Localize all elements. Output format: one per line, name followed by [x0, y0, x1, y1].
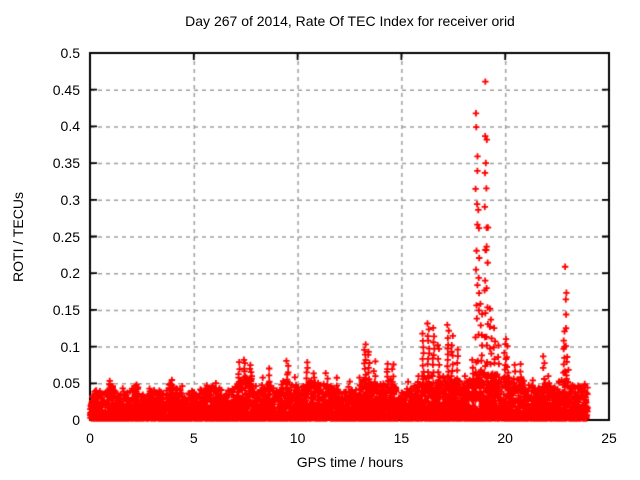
- x-tick-label: 5: [189, 430, 198, 446]
- y-tick-label: 0.35: [52, 155, 80, 172]
- x-tick-label: 15: [393, 430, 410, 446]
- y-tick-label: 0.15: [52, 301, 80, 318]
- y-tick-label: 0.05: [52, 375, 80, 392]
- y-tick-label: 0.4: [60, 118, 80, 135]
- y-tick-label: 0.25: [52, 228, 80, 245]
- y-tick-label: 0.3: [60, 191, 80, 208]
- x-tick-label: 20: [497, 430, 513, 446]
- y-tick-label: 0.5: [60, 45, 80, 61]
- y-tick-label: 0.45: [52, 81, 80, 98]
- y-tick-label: 0.2: [60, 265, 80, 282]
- x-axis-label: GPS time / hours: [296, 454, 404, 470]
- y-tick-label: 0.1: [60, 338, 80, 355]
- x-tick-label: 10: [289, 430, 306, 446]
- chart-title: Day 267 of 2014, Rate Of TEC Index for r…: [185, 13, 515, 29]
- y-tick-label: 0: [72, 412, 80, 428]
- x-tick-label: 0: [86, 430, 94, 446]
- x-tick-label: 25: [601, 430, 617, 446]
